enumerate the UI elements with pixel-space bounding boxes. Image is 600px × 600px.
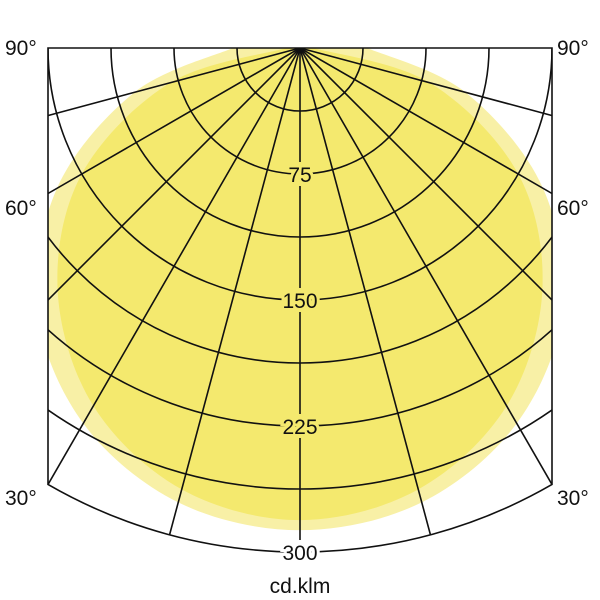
tick-label-bg (297, 540, 303, 564)
angle-label-60-left: 60° (5, 197, 37, 220)
grid-radial-line (299, 48, 552, 413)
angle-label-90-right: 90° (557, 37, 589, 60)
chart-frame (47, 47, 553, 553)
grid-radial-line (48, 48, 301, 182)
radial-tick-label: 300 (282, 542, 317, 565)
angle-label-90-left: 90° (5, 37, 37, 60)
grid-radial-line (299, 48, 552, 182)
grid-radial-line (48, 48, 301, 494)
radial-tick-label: 75 (288, 164, 311, 187)
grid-radial-line (299, 48, 434, 545)
tick-label-bg (297, 288, 303, 312)
grid-radial-line (48, 48, 301, 413)
angle-label-60-right: 60° (557, 197, 589, 220)
grid-radial-line (48, 48, 301, 306)
tick-label-bg (297, 414, 303, 438)
radial-tick-label: 150 (282, 290, 317, 313)
grid-radial-line (299, 48, 552, 306)
tick-label-bg (297, 162, 303, 186)
radial-tick-label: 225 (282, 416, 317, 439)
unit-label: cd.klm (270, 575, 331, 598)
angle-label-30-right: 30° (557, 487, 589, 510)
grid-radial-line (299, 48, 552, 494)
grid-radial-line (166, 48, 301, 545)
angle-label-30-left: 30° (5, 487, 37, 510)
